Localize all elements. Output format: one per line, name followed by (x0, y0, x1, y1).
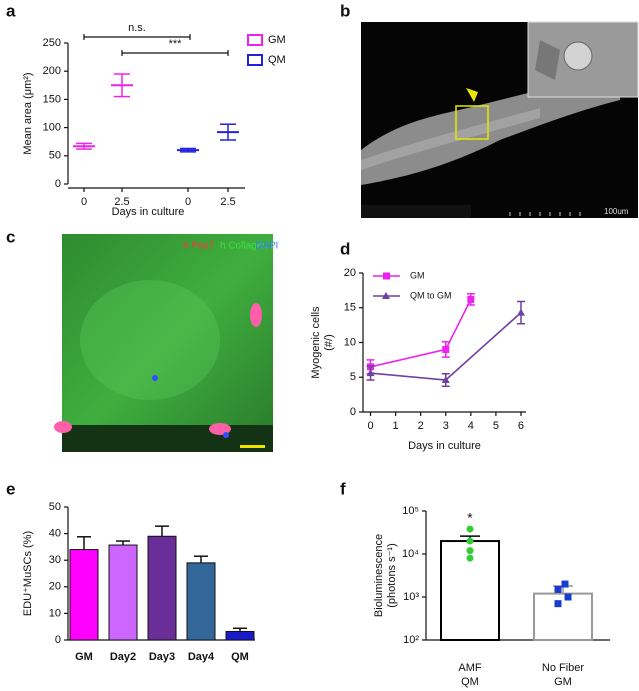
data-point (466, 525, 474, 533)
channel-label: h Pax7 (183, 241, 215, 252)
bar (108, 544, 138, 641)
x-tick-label: Day2 (110, 651, 136, 663)
x-tick-label: 2.5 (220, 196, 235, 208)
x-tick-label: QM (461, 676, 479, 688)
y-tick-label: 100 (43, 122, 61, 134)
y-tick-label: 5 (350, 371, 356, 383)
data-point (466, 554, 474, 562)
y-axis-label: Bioluminescence (373, 534, 385, 617)
annotation: *** (169, 38, 183, 50)
x-tick-label: 2 (418, 420, 424, 432)
legend-marker (383, 272, 390, 280)
legend-swatch (247, 34, 263, 46)
bar (147, 535, 177, 641)
y-axis-label: EDU⁺MuSCs (%) (22, 531, 34, 616)
y-tick-label: 15 (344, 302, 356, 314)
panel-label: e (6, 479, 15, 498)
y-tick-label: 40 (49, 528, 61, 540)
legend-label: QM (268, 54, 286, 66)
y-tick-label: 150 (43, 93, 61, 105)
y-tick-label: 200 (43, 65, 61, 77)
y-tick-label: 50 (49, 501, 61, 513)
y-tick-label: 250 (43, 37, 61, 49)
y-tick-label: 0 (350, 406, 356, 418)
x-tick-label: 6 (518, 420, 524, 432)
panel-label: b (340, 1, 350, 20)
x-tick-label: No Fiber (542, 662, 585, 674)
x-tick-label: Day4 (188, 651, 215, 663)
x-tick-label: 0 (185, 196, 191, 208)
y-tick-label: 30 (49, 554, 61, 566)
data-point (561, 580, 569, 588)
scale-label: 100um (604, 207, 629, 216)
y-tick-label: 0 (55, 634, 61, 646)
y-tick-label: 20 (49, 581, 61, 593)
x-tick-label: GM (75, 651, 93, 663)
data-point (564, 593, 572, 601)
y-tick-label: 10 (344, 336, 356, 348)
bar (533, 592, 593, 642)
panel-label: c (6, 227, 15, 246)
legend-swatch (247, 54, 263, 66)
legend-label: GM (410, 270, 425, 280)
x-tick-label: 5 (493, 420, 499, 432)
channel-label: DAPI (255, 241, 278, 252)
panel-label: f (340, 479, 346, 498)
x-tick-label: 2.5 (114, 196, 129, 208)
y-tick-label: 10 (49, 607, 61, 619)
marker (366, 369, 375, 377)
bar (225, 630, 255, 641)
data-point (466, 537, 474, 545)
y-tick-label: 50 (49, 150, 61, 162)
x-tick-label: QM (231, 651, 249, 663)
marker (467, 295, 475, 303)
y-axis-label: Mean area (μm²) (22, 72, 34, 154)
fluorescence-image: h Pax7 h Collagen I DAPI (54, 234, 278, 452)
y-tick-label: 0 (55, 178, 61, 190)
legend-marker (382, 292, 390, 299)
sem-image: 100um (361, 21, 639, 218)
x-tick-label: 0 (81, 196, 87, 208)
x-tick-label: 4 (468, 420, 474, 432)
x-tick-label: AMF (458, 662, 482, 674)
annotation: n.s. (128, 22, 146, 34)
panel-label: a (6, 1, 16, 20)
bar (186, 562, 216, 641)
x-axis-label: Days in culture (408, 440, 481, 452)
x-tick-label: Day3 (149, 651, 175, 663)
x-axis-label: Days in culture (112, 206, 185, 218)
data-point (554, 600, 562, 608)
y-tick-label: 10⁵ (402, 505, 419, 517)
legend-label: GM (268, 34, 286, 46)
y-axis-label: (photons s⁻¹) (386, 543, 398, 608)
x-tick-label: 3 (443, 420, 449, 432)
x-tick-label: GM (554, 676, 572, 688)
y-axis-label: (#/) (323, 334, 335, 351)
y-tick-label: 10³ (403, 591, 419, 603)
data-point (554, 585, 562, 593)
y-axis-label: Myogenic cells (310, 306, 322, 379)
x-tick-label: 0 (367, 420, 373, 432)
y-tick-label: 10⁴ (402, 548, 419, 560)
data-point (466, 547, 474, 555)
y-tick-label: 10² (403, 634, 419, 646)
x-tick-label: 1 (393, 420, 399, 432)
marker (441, 376, 450, 384)
y-tick-label: 20 (344, 267, 356, 279)
marker (442, 345, 450, 353)
bar (69, 549, 99, 641)
legend-label: QM to GM (410, 290, 452, 300)
panel-label: d (340, 239, 350, 258)
channel-label: h Collagen I (220, 241, 273, 252)
marker (516, 308, 525, 316)
line (370, 299, 472, 368)
annotation: * (467, 510, 473, 526)
